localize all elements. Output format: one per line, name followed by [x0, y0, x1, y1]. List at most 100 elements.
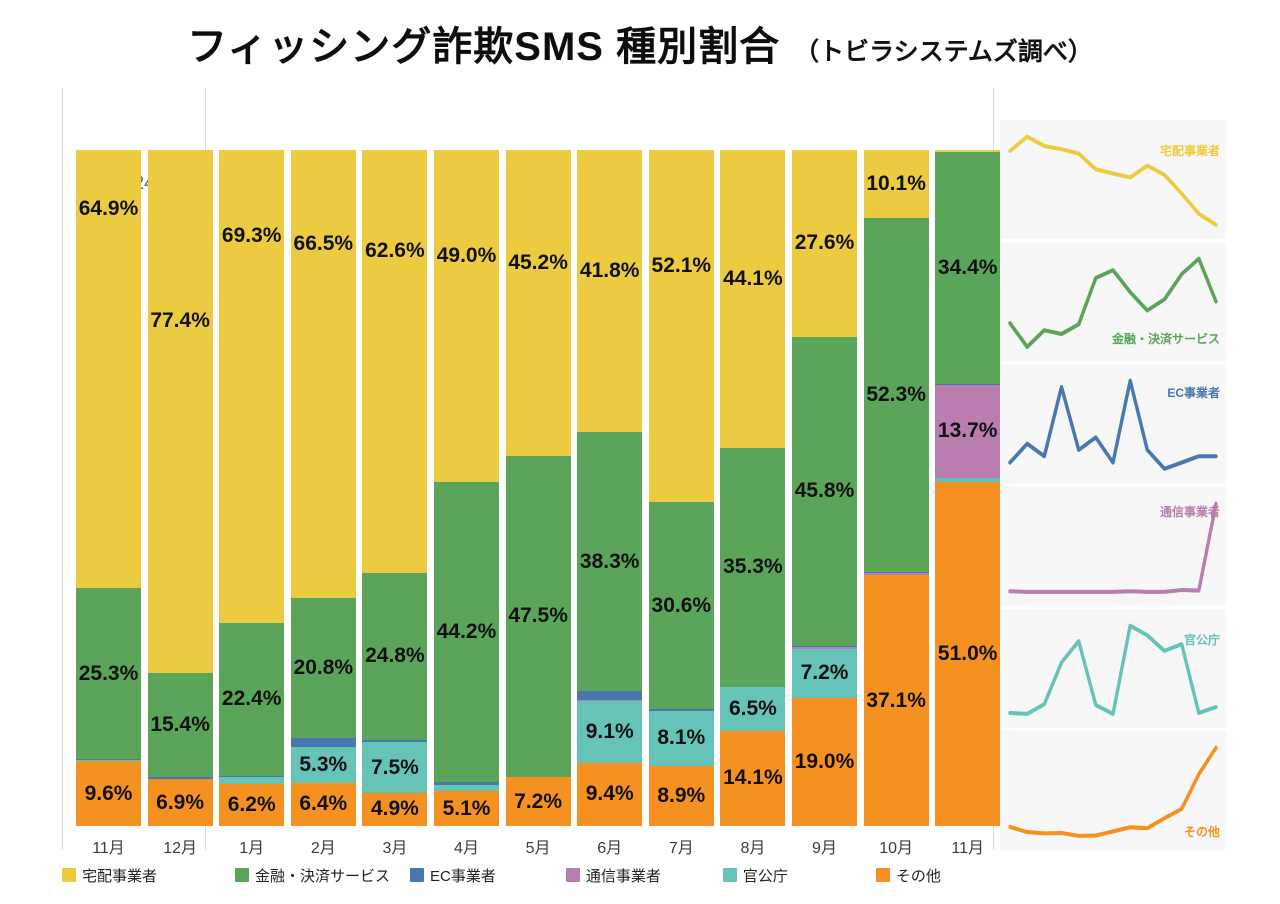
sparkline-通信事業者[interactable]: 通信事業者: [1000, 486, 1226, 606]
bar-column[interactable]: 66.5% 20.8% 5.3% 6.4% 2月: [290, 150, 356, 857]
bar-segment-その他[interactable]: 51.0%: [935, 482, 1001, 826]
bar-column[interactable]: 41.8% 38.3% 9.1% 9.4% 6月: [577, 150, 643, 857]
bar-segment-宅配事業者[interactable]: 66.5%: [290, 150, 356, 599]
stacked-bar[interactable]: 69.3% 22.4% 6.2%: [219, 150, 285, 826]
stacked-bar[interactable]: 10.1% 52.3% 37.1%: [863, 150, 929, 826]
bar-column[interactable]: 44.1% 35.3% 6.5% 14.1% 8月: [720, 150, 786, 857]
bar-segment-EC事業者[interactable]: [147, 776, 213, 780]
bar-segment-EC事業者[interactable]: [935, 383, 1001, 386]
bar-segment-官公庁[interactable]: 9.1%: [577, 701, 643, 763]
bar-segment-その他[interactable]: 19.0%: [792, 697, 857, 826]
bar-segment-その他[interactable]: 4.9%: [362, 792, 428, 826]
bar-segment-宅配事業者[interactable]: 45.2%: [505, 150, 571, 456]
bar-segment-宅配事業者[interactable]: [935, 150, 1001, 153]
bar-segment-その他[interactable]: 7.2%: [505, 777, 571, 826]
bar-segment-金融・決済サービス[interactable]: 24.8%: [362, 572, 428, 741]
bar-segment-EC事業者[interactable]: [577, 690, 643, 701]
bar-segment-宅配事業者[interactable]: 69.3%: [219, 150, 285, 623]
stacked-bar[interactable]: 52.1% 30.6% 8.1% 8.9%: [648, 150, 714, 826]
bar-segment-金融・決済サービス[interactable]: 30.6%: [648, 502, 714, 710]
bar-segment-その他[interactable]: 9.4%: [577, 762, 643, 826]
bar-segment-官公庁[interactable]: [863, 574, 929, 576]
bar-segment-宅配事業者[interactable]: 64.9%: [76, 150, 141, 589]
bar-column[interactable]: 62.6% 24.8% 7.5% 4.9% 3月: [362, 150, 428, 857]
bar-segment-官公庁[interactable]: [434, 785, 499, 792]
bar-segment-その他[interactable]: 14.1%: [720, 730, 786, 826]
stacked-bar[interactable]: 66.5% 20.8% 5.3% 6.4%: [290, 150, 356, 826]
bar-segment-官公庁[interactable]: 7.5%: [362, 742, 428, 793]
stacked-bar[interactable]: 41.8% 38.3% 9.1% 9.4%: [577, 150, 643, 826]
bar-segment-金融・決済サービス[interactable]: 22.4%: [219, 622, 285, 776]
bar-segment-官公庁[interactable]: 6.5%: [720, 686, 786, 731]
bar-segment-金融・決済サービス[interactable]: 35.3%: [720, 448, 786, 687]
sparkline-金融・決済サービス[interactable]: 金融・決済サービス: [1000, 242, 1226, 362]
bar-segment-EC事業者[interactable]: [290, 738, 356, 748]
bar-segment-通信事業者[interactable]: [76, 759, 141, 761]
legend-item-その他[interactable]: その他: [875, 865, 941, 886]
stacked-bar[interactable]: 77.4% 15.4% 6.9%: [147, 150, 213, 826]
bar-segment-その他[interactable]: 37.1%: [863, 575, 929, 826]
bar-segment-EC事業者[interactable]: [505, 776, 571, 778]
bar-column[interactable]: 34.4% 13.7% 51.0% 11月: [935, 150, 1001, 857]
bar-segment-通信事業者[interactable]: [863, 573, 929, 575]
legend-item-EC事業者[interactable]: EC事業者: [410, 865, 496, 886]
bar-segment-金融・決済サービス[interactable]: 34.4%: [935, 152, 1001, 384]
bar-segment-EC事業者[interactable]: [434, 781, 499, 786]
bar-segment-その他[interactable]: 6.2%: [219, 783, 285, 826]
bar-segment-その他[interactable]: 6.9%: [147, 779, 213, 826]
bar-segment-官公庁[interactable]: [935, 477, 1001, 483]
bar-segment-宅配事業者[interactable]: 27.6%: [792, 150, 857, 337]
stacked-bar[interactable]: 27.6% 45.8% 7.2% 19.0%: [792, 150, 857, 826]
bar-segment-宅配事業者[interactable]: 10.1%: [863, 150, 929, 219]
sparkline-EC事業者[interactable]: EC事業者: [1000, 364, 1226, 484]
bar-column[interactable]: 52.1% 30.6% 8.1% 8.9% 7月: [648, 150, 714, 857]
bar-segment-EC事業者[interactable]: [863, 571, 929, 574]
bar-column[interactable]: 27.6% 45.8% 7.2% 19.0% 9月: [792, 150, 857, 857]
bar-segment-宅配事業者[interactable]: 41.8%: [577, 150, 643, 433]
bar-segment-その他[interactable]: 5.1%: [434, 791, 499, 826]
bar-segment-官公庁[interactable]: [76, 760, 141, 762]
bar-segment-金融・決済サービス[interactable]: 20.8%: [290, 598, 356, 739]
bar-segment-官公庁[interactable]: 7.2%: [792, 648, 857, 698]
bar-segment-宅配事業者[interactable]: 49.0%: [434, 150, 499, 483]
legend-item-宅配事業者[interactable]: 宅配事業者: [62, 865, 157, 886]
bar-column[interactable]: 77.4% 15.4% 6.9% 12月: [147, 150, 213, 857]
stacked-bar[interactable]: 64.9% 25.3% 9.6%: [76, 150, 141, 826]
bar-segment-その他[interactable]: 9.6%: [76, 761, 141, 826]
bar-segment-EC事業者[interactable]: [219, 775, 285, 777]
bar-segment-金融・決済サービス[interactable]: 47.5%: [505, 455, 571, 777]
stacked-bar[interactable]: 49.0% 44.2% 5.1%: [434, 150, 499, 826]
bar-segment-通信事業者[interactable]: [792, 646, 857, 649]
bar-segment-宅配事業者[interactable]: 62.6%: [362, 150, 428, 573]
bar-segment-官公庁[interactable]: 8.1%: [648, 711, 714, 766]
bar-segment-金融・決済サービス[interactable]: 52.3%: [863, 218, 929, 572]
legend-item-金融・決済サービス[interactable]: 金融・決済サービス: [235, 865, 390, 886]
legend-item-通信事業者[interactable]: 通信事業者: [565, 865, 661, 886]
bar-segment-宅配事業者[interactable]: 44.1%: [720, 150, 786, 449]
bar-segment-金融・決済サービス[interactable]: 15.4%: [147, 672, 213, 777]
bar-segment-EC事業者[interactable]: [648, 709, 714, 712]
stacked-bar[interactable]: 62.6% 24.8% 7.5% 4.9%: [362, 150, 428, 826]
bar-segment-宅配事業者[interactable]: 77.4%: [147, 150, 213, 673]
bar-segment-EC事業者[interactable]: [76, 759, 141, 760]
bar-column[interactable]: 49.0% 44.2% 5.1% 4月: [434, 150, 499, 857]
bar-segment-その他[interactable]: 8.9%: [648, 765, 714, 826]
stacked-bar[interactable]: 45.2% 47.5% 7.2%: [505, 150, 571, 826]
legend-item-官公庁[interactable]: 官公庁: [722, 865, 788, 886]
bar-segment-EC事業者[interactable]: [792, 646, 857, 647]
bar-segment-金融・決済サービス[interactable]: 38.3%: [577, 432, 643, 691]
bar-segment-宅配事業者[interactable]: 52.1%: [648, 150, 714, 503]
bar-segment-官公庁[interactable]: [219, 776, 285, 784]
stacked-bar[interactable]: 34.4% 13.7% 51.0%: [935, 150, 1001, 826]
sparkline-官公庁[interactable]: 官公庁: [1000, 608, 1226, 728]
bar-column[interactable]: 10.1% 52.3% 37.1% 10月: [863, 150, 929, 857]
bar-column[interactable]: 69.3% 22.4% 6.2% 1月: [219, 150, 285, 857]
stacked-bar[interactable]: 44.1% 35.3% 6.5% 14.1%: [720, 150, 786, 826]
bar-segment-官公庁[interactable]: 5.3%: [290, 747, 356, 783]
sparkline-宅配事業者[interactable]: 宅配事業者: [1000, 120, 1226, 240]
bar-segment-通信事業者[interactable]: 13.7%: [935, 385, 1001, 478]
bar-segment-金融・決済サービス[interactable]: 44.2%: [434, 482, 499, 782]
bar-segment-通信事業者[interactable]: [577, 700, 643, 702]
bar-segment-金融・決済サービス[interactable]: 45.8%: [792, 336, 857, 647]
bar-column[interactable]: 45.2% 47.5% 7.2% 5月: [505, 150, 571, 857]
